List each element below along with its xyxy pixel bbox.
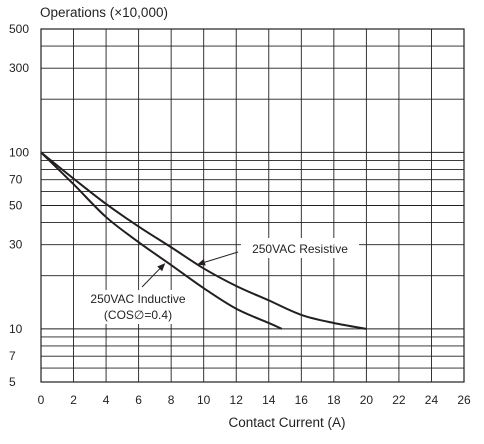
x-tick-label: 2 [70, 393, 77, 407]
annotation-inductive-bg [77, 290, 199, 324]
annotation-inductive-arrow [141, 263, 166, 288]
y-tick-label: 100 [9, 145, 29, 159]
x-tick-label: 6 [135, 393, 142, 407]
annotation-resistive-label: 250VAC Resistive [252, 242, 348, 256]
y-tick-label: 50 [9, 199, 23, 213]
curve-250vac-resistive [40, 151, 367, 330]
x-tick-label: 12 [230, 393, 244, 407]
x-tick-label: 20 [360, 393, 374, 407]
x-tick-label: 16 [295, 393, 309, 407]
annotation-inductive-label: 250VAC Inductive [90, 292, 185, 306]
x-tick-label: 18 [327, 393, 341, 407]
annotation-resistive-bg [241, 238, 359, 258]
y-tick-label: 70 [9, 173, 23, 187]
y-tick-label: 30 [9, 238, 23, 252]
curve-250vac-inductive [40, 151, 283, 330]
annotation-layer: 250VAC Resistive 250VAC Inductive (COS∅=0.… [77, 238, 359, 324]
curves-layer [40, 151, 367, 330]
x-tick-label: 4 [103, 393, 110, 407]
x-tick-label: 24 [425, 393, 439, 407]
y-tick-label: 7 [9, 349, 16, 363]
x-tick-label: 10 [197, 393, 211, 407]
grid-layer [40, 28, 465, 383]
y-axis-title: Operations (×10,000) [40, 5, 168, 20]
x-tick-label: 26 [457, 393, 471, 407]
annotation-inductive-sublabel: (COS∅=0.4) [104, 308, 172, 322]
x-tick-label: 22 [392, 393, 406, 407]
x-axis-title: Contact Current (A) [228, 415, 345, 430]
x-tick-label: 14 [262, 393, 276, 407]
x-tick-labels: 0 2 4 6 8 10 12 14 16 18 20 22 24 26 [38, 393, 471, 407]
y-tick-label: 10 [9, 322, 23, 336]
y-tick-label: 500 [9, 22, 29, 36]
x-tick-label: 0 [38, 393, 45, 407]
plot-frame [40, 28, 465, 383]
y-tick-label: 5 [9, 375, 16, 389]
y-tick-labels: 5 7 10 30 50 70 100 300 500 [9, 22, 29, 389]
y-tick-label: 300 [9, 61, 29, 75]
x-tick-label: 8 [168, 393, 175, 407]
annotation-resistive-arrow [197, 251, 239, 266]
